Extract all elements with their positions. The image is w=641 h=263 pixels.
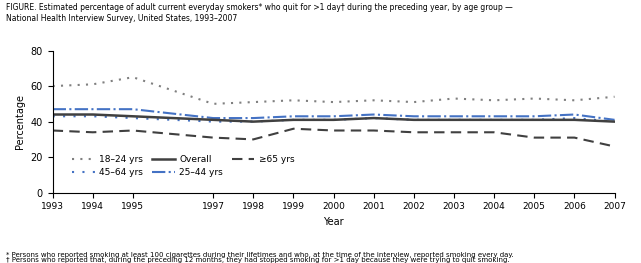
Legend: 18–24 yrs, 45–64 yrs, Overall, 25–44 yrs, ≥65 yrs: 18–24 yrs, 45–64 yrs, Overall, 25–44 yrs… [69, 151, 298, 181]
X-axis label: Year: Year [323, 217, 344, 227]
Y-axis label: Percentage: Percentage [15, 94, 25, 149]
Text: † Persons who reported that, during the preceding 12 months, they had stopped sm: † Persons who reported that, during the … [6, 257, 510, 263]
Text: FIGURE. Estimated percentage of adult current everyday smokers* who quit for >1 : FIGURE. Estimated percentage of adult cu… [6, 3, 513, 12]
Text: National Health Interview Survey, United States, 1993–2007: National Health Interview Survey, United… [6, 14, 238, 23]
Text: * Persons who reported smoking at least 100 cigarettes during their lifetimes an: * Persons who reported smoking at least … [6, 252, 514, 258]
